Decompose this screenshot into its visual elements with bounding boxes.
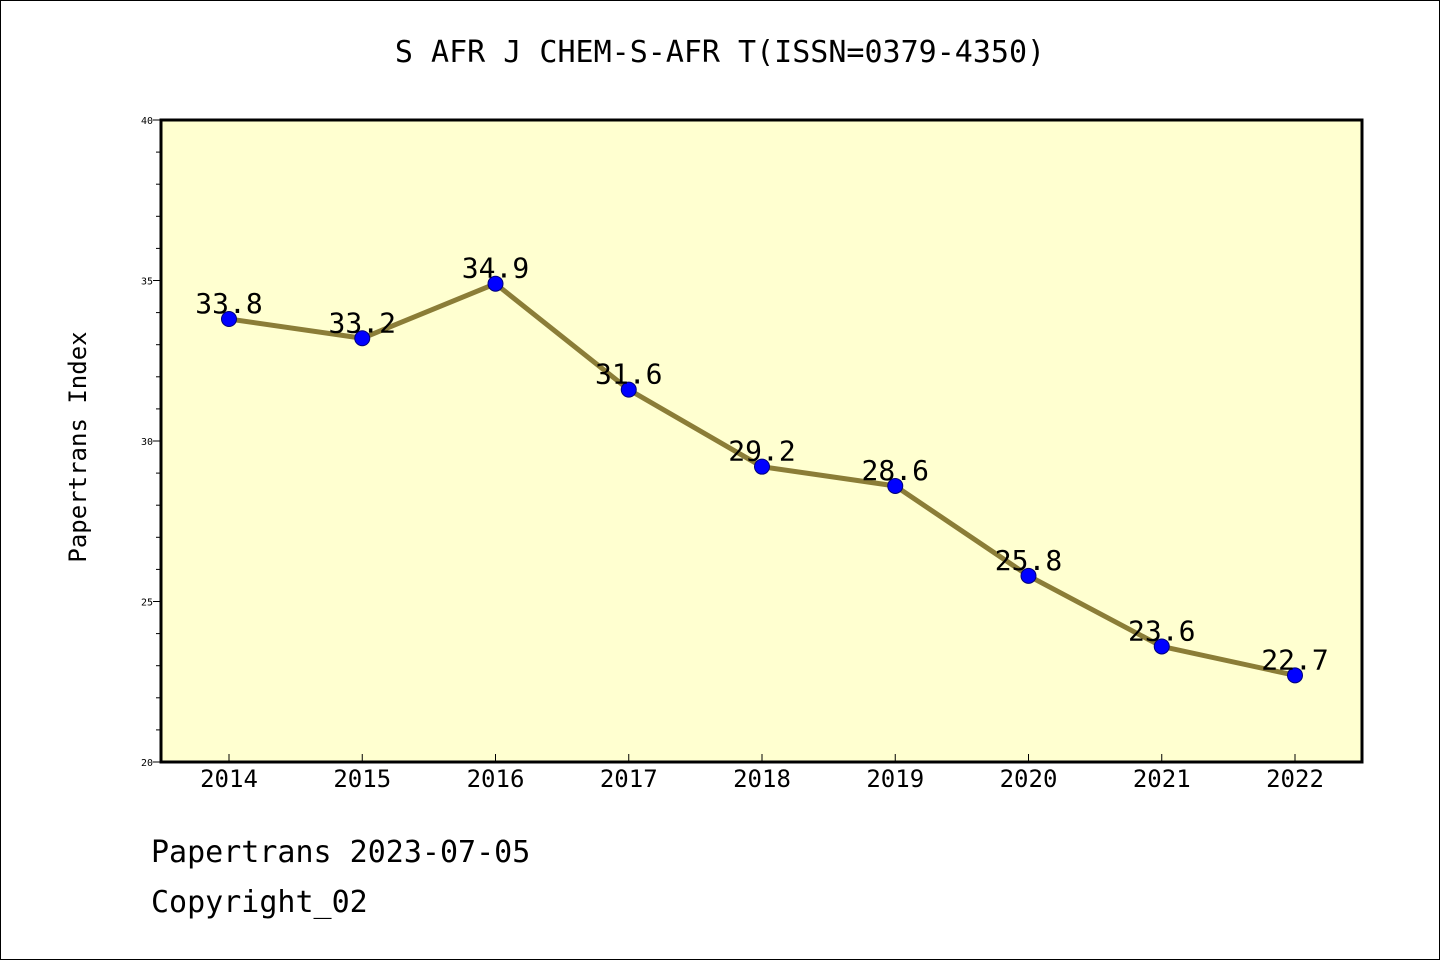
y-tick-label: 35 <box>141 277 153 288</box>
x-tick-label: 2016 <box>467 765 525 793</box>
data-point <box>887 477 904 494</box>
data-label: 34.9 <box>462 252 529 285</box>
plot-border <box>159 118 1364 764</box>
data-label: 29.2 <box>728 435 795 468</box>
y-tick-label: 25 <box>141 598 153 609</box>
data-point <box>1020 567 1037 584</box>
y-axis-label: Papertrans Index <box>64 331 92 562</box>
data-label: 28.6 <box>862 454 929 487</box>
x-tick-label: 2017 <box>600 765 658 793</box>
y-tick-label: 40 <box>141 116 153 127</box>
data-label: 33.8 <box>195 287 262 320</box>
x-tick-label: 2022 <box>1266 765 1324 793</box>
data-markers <box>221 275 1303 684</box>
data-point <box>487 275 504 292</box>
y-tick-label: 30 <box>141 437 153 448</box>
data-label: 31.6 <box>595 358 662 391</box>
data-label: 23.6 <box>1128 614 1195 647</box>
data-label: 25.8 <box>995 544 1062 577</box>
x-tick-label: 2021 <box>1133 765 1191 793</box>
y-tick-label: 20 <box>141 758 153 769</box>
y-axis: 20 25 30 35 40 <box>141 116 161 769</box>
footer-date: Papertrans 2023-07-05 <box>151 835 531 870</box>
data-point <box>354 330 371 347</box>
data-labels: 33.8 33.2 34.9 31.6 29.2 28.6 25.8 23.6 22.7 <box>195 252 1328 677</box>
data-point <box>221 311 237 328</box>
data-point <box>620 381 637 398</box>
x-axis: 2014 2015 2016 2017 2018 2019 2020 2021 2022 <box>200 754 1324 793</box>
chart-title: S AFR J CHEM-S-AFR T(ISSN=0379-4350) <box>394 35 1046 70</box>
plot-area <box>161 120 1362 762</box>
x-tick-label: 2015 <box>333 765 391 793</box>
data-label: 33.2 <box>329 306 396 339</box>
x-tick-label: 2019 <box>866 765 924 793</box>
data-point <box>1287 667 1303 684</box>
x-tick-label: 2020 <box>1000 765 1058 793</box>
x-tick-label: 2018 <box>733 765 791 793</box>
data-point <box>754 458 770 475</box>
x-tick-label: 2014 <box>200 765 258 793</box>
data-label: 22.7 <box>1261 643 1328 676</box>
footer-copyright: Copyright_02 <box>151 885 368 920</box>
data-point <box>1153 638 1170 655</box>
